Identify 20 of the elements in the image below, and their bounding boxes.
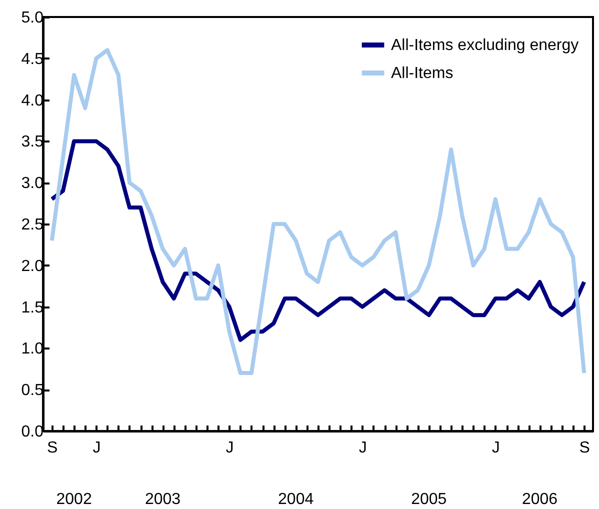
x-tick-label: J <box>226 440 234 456</box>
y-tick-label: 2.5 <box>21 216 44 234</box>
x-tick-label: J <box>92 440 101 456</box>
text: 2005 <box>411 491 447 508</box>
x-tick-label: S <box>47 440 58 456</box>
legend-label: All-Items excluding energy <box>391 37 579 54</box>
y-tick-label: 0.5 <box>21 382 44 400</box>
y-tick-label: 0.0 <box>21 424 44 440</box>
y-tick-label: 1.5 <box>21 299 44 316</box>
x-tick-label: J <box>358 440 367 456</box>
text: 2004 <box>278 491 314 508</box>
text: 2003 <box>144 491 181 508</box>
y-tick-label: 3.5 <box>21 134 44 151</box>
y-tick-label: 4.5 <box>21 50 44 68</box>
x-tick-label: S <box>579 440 590 456</box>
legend-label: All-Items <box>391 65 454 82</box>
text: 2002 <box>56 491 92 508</box>
x-tick-label: J <box>492 440 500 456</box>
text: 2006 <box>522 491 558 508</box>
line-series <box>50 139 586 342</box>
